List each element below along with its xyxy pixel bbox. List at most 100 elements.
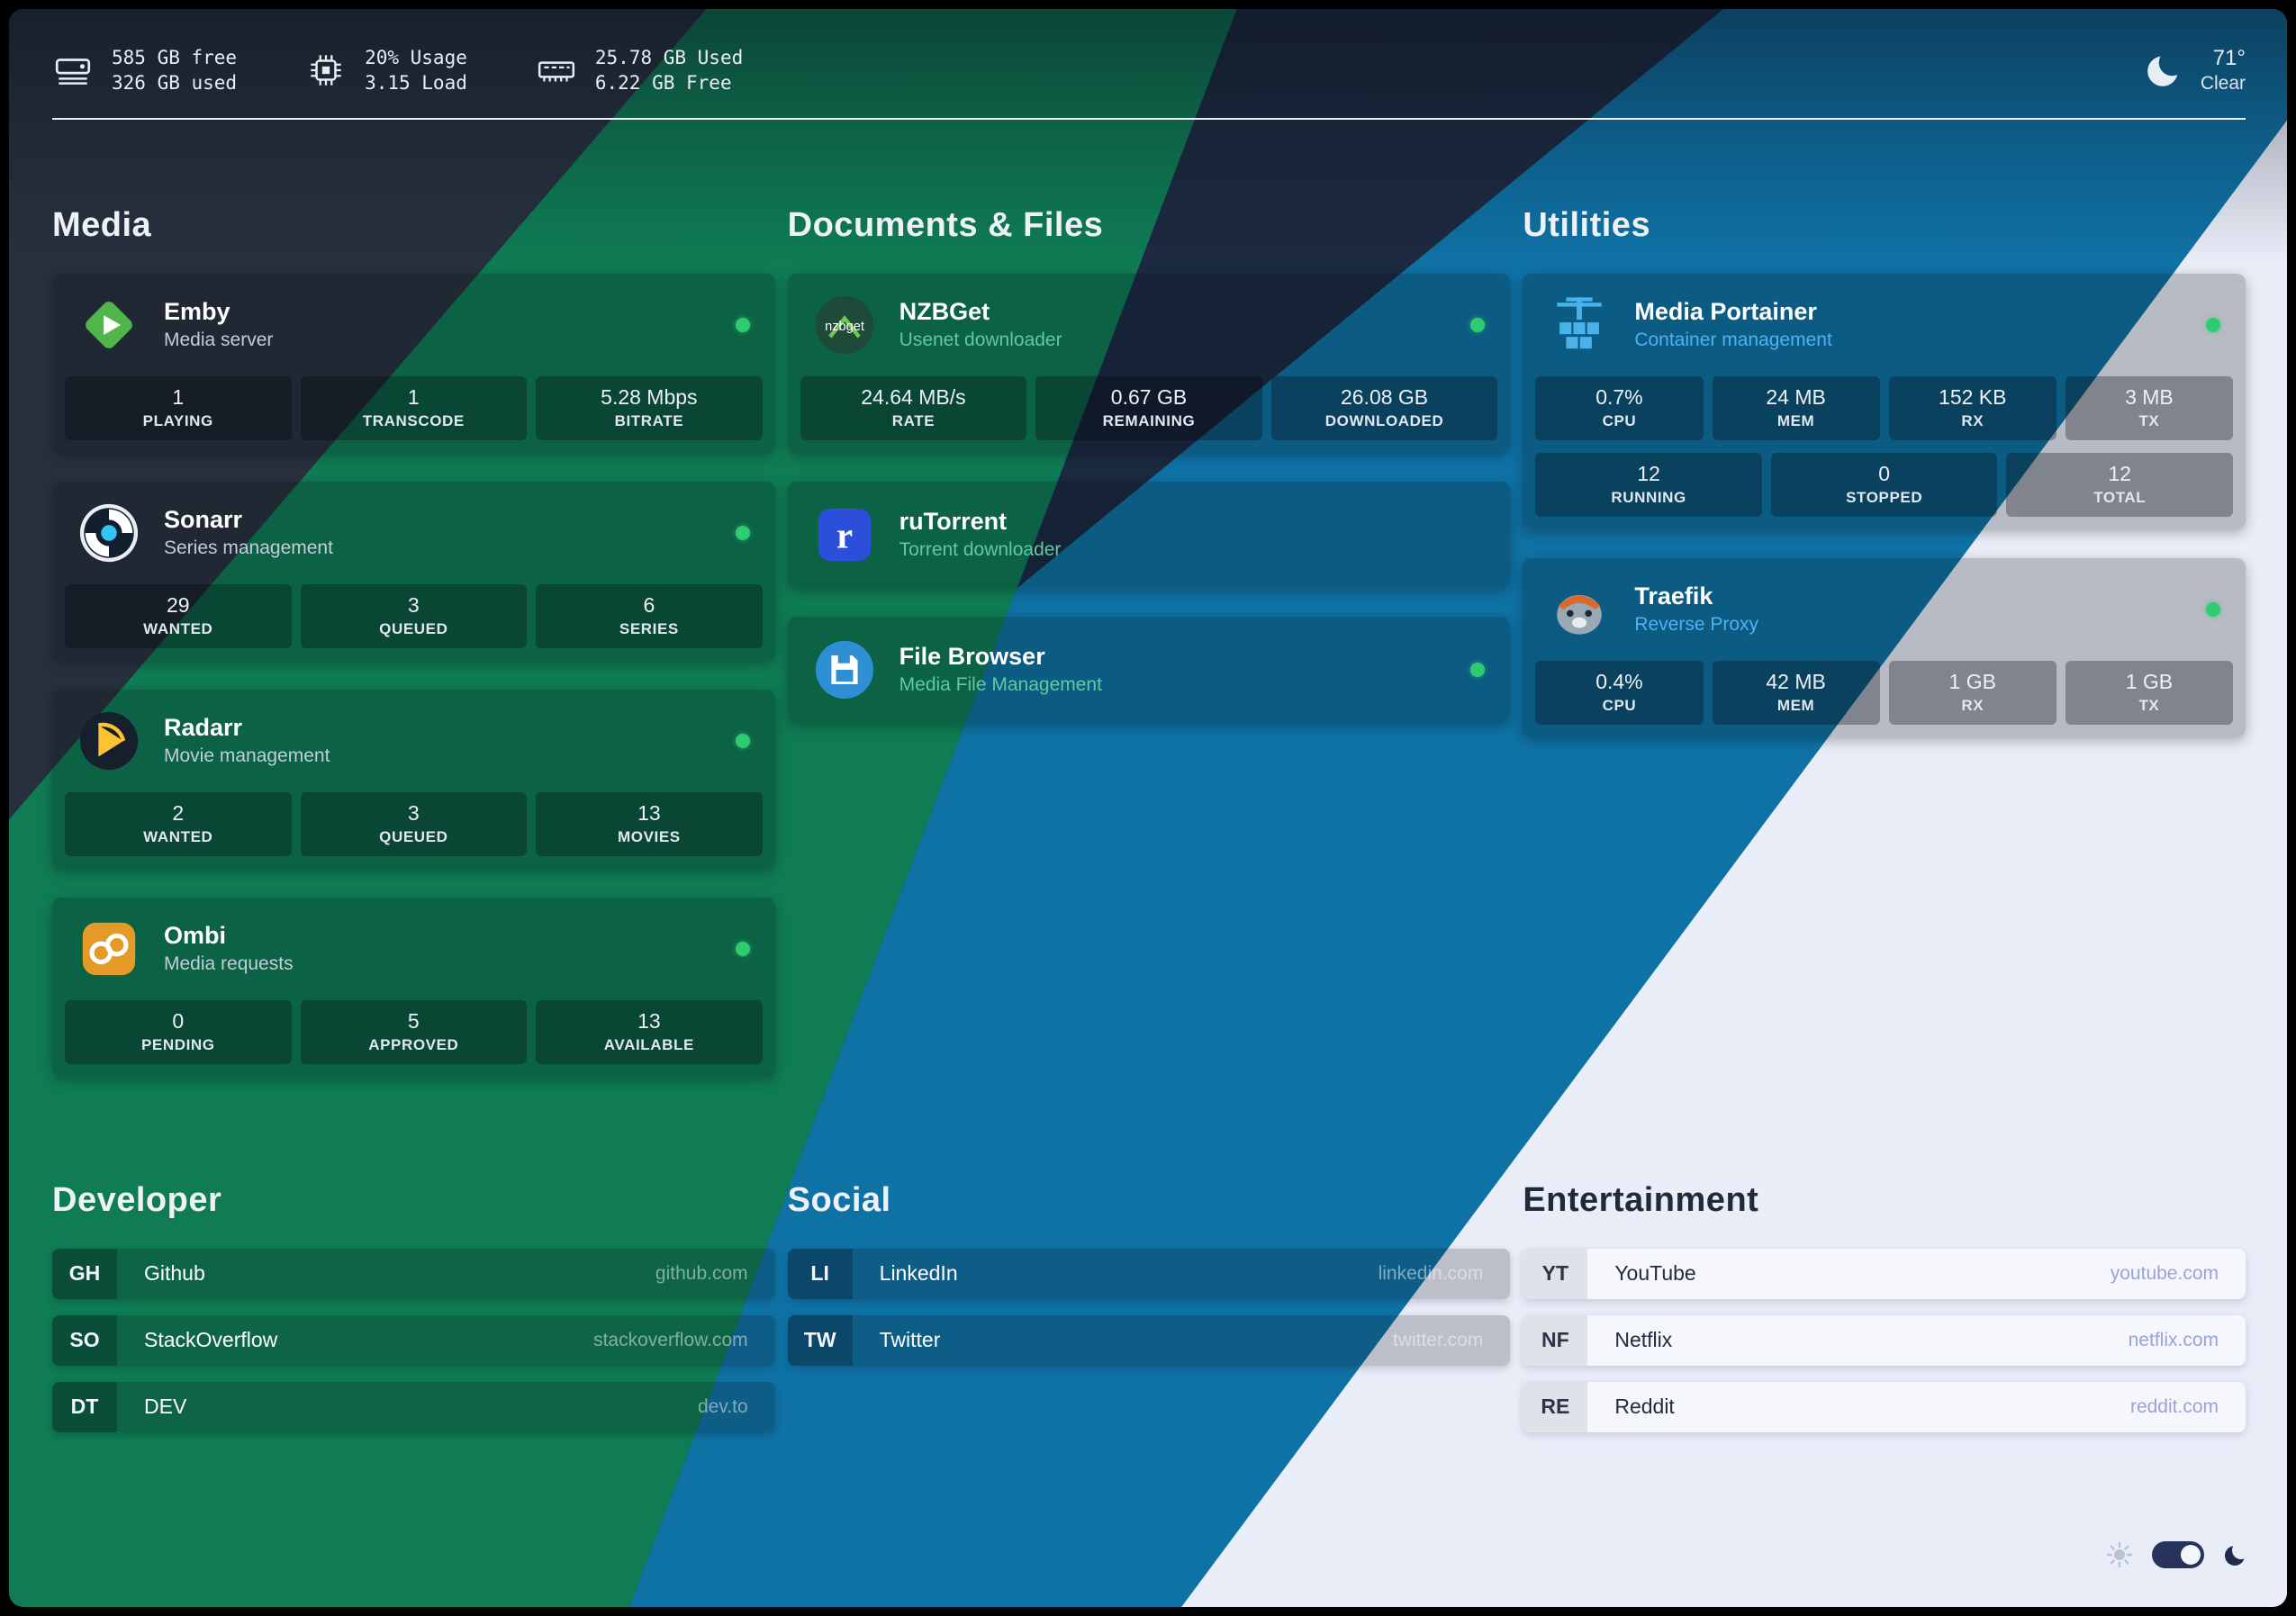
stat-cell: 13 AVAILABLE — [536, 999, 763, 1064]
topbar-divider — [52, 117, 2246, 120]
stat-cell: 3 QUEUED — [300, 791, 528, 856]
status-dot — [735, 317, 750, 332]
section-title-documents: Documents & Files — [787, 205, 1104, 244]
bookmark-github[interactable]: GH Github github.com — [52, 1248, 775, 1299]
app-card-nzbget[interactable]: nzbget NZBGet Usenet downloader 24.64 MB… — [787, 273, 1511, 453]
bookmark-tag: DT — [52, 1381, 117, 1432]
stat-cell: 0.7% CPU — [1535, 375, 1704, 440]
hdd-icon — [55, 59, 91, 86]
app-card-radarr[interactable]: Radarr Movie management 2 WANTED 3 QUEUED … — [52, 689, 775, 869]
weather-widget: 71° Clear — [2142, 46, 2246, 95]
sun-icon[interactable] — [2105, 1540, 2134, 1569]
bookmark-netflix[interactable]: NF Netflix netflix.com — [1523, 1314, 2246, 1366]
cpu-usage: 20% Usage — [365, 47, 467, 68]
bookmark-url: dev.to — [698, 1395, 748, 1417]
disk-used: 326 GB used — [112, 72, 238, 95]
theme-switch-knob — [2181, 1545, 2201, 1565]
system-status-bar: 585 GB free 326 GB used 20% Usage 3.15 L… — [52, 9, 2246, 96]
section-social: Social LI LinkedIn linkedin.com TW Twitt… — [787, 1181, 1511, 1449]
app-card-sonarr[interactable]: Sonarr Series management 29 WANTED 3 QUEUE… — [52, 481, 775, 661]
section-entertainment: Entertainment YT YouTube youtube.com NF … — [1523, 1181, 2246, 1449]
stat-cell: 12 TOTAL — [2006, 452, 2234, 517]
status-dot — [1470, 317, 1486, 332]
app-subtitle: Media requests — [164, 953, 294, 975]
stat-cell: 6 SERIES — [536, 583, 763, 648]
cpu-status: 20% Usage 3.15 Load — [305, 45, 467, 96]
stat-cell: 0.67 GB REMAINING — [1035, 375, 1262, 440]
app-card-ombi[interactable]: Ombi Media requests 0 PENDING 5 APPROVED 1… — [52, 897, 775, 1077]
bookmark-youtube[interactable]: YT YouTube youtube.com — [1523, 1248, 2246, 1299]
app-subtitle: Media server — [164, 330, 274, 351]
bookmark-reddit[interactable]: RE Reddit reddit.com — [1523, 1381, 2246, 1432]
bookmark-twitter[interactable]: TW Twitter twitter.com — [787, 1314, 1511, 1366]
section-title-media: Media — [52, 205, 152, 244]
cpu-icon — [311, 55, 341, 86]
bookmark-name: Twitter — [879, 1328, 941, 1352]
bookmark-url: youtube.com — [2110, 1262, 2219, 1284]
bookmark-url: netflix.com — [2128, 1329, 2219, 1350]
app-subtitle: Usenet downloader — [899, 330, 1062, 351]
theme-switch[interactable] — [2152, 1541, 2204, 1568]
memory-status: 25.78 GB Used 6.22 GB Free — [536, 45, 743, 96]
app-card-portainer[interactable]: Media Portainer Container management 0.7… — [1523, 273, 2246, 529]
app-subtitle: Media File Management — [899, 674, 1102, 696]
app-subtitle: Torrent downloader — [899, 539, 1062, 561]
dark-moon-icon[interactable] — [2222, 1541, 2249, 1568]
status-dot — [735, 941, 750, 956]
bookmark-name: DEV — [144, 1395, 187, 1419]
status-dot — [1470, 662, 1486, 677]
status-dot — [735, 733, 750, 748]
app-card-traefik[interactable]: Traefik Reverse Proxy 0.4% CPU 42 MB MEM 1… — [1523, 557, 2246, 737]
app-title: ruTorrent — [899, 508, 1008, 536]
bookmark-url: twitter.com — [1392, 1329, 1484, 1350]
dashboard: 585 GB free 326 GB used 20% Usage 3.15 L… — [9, 9, 2287, 1607]
ram-icon — [538, 61, 574, 82]
ombi-icon — [77, 917, 140, 980]
bookmark-name: Netflix — [1614, 1328, 1673, 1352]
stat-cell: 42 MB MEM — [1712, 660, 1880, 725]
app-title: File Browser — [899, 643, 1045, 671]
weather-temperature: 71° — [2212, 46, 2246, 71]
app-card-rutorrent[interactable]: r ruTorrent Torrent downloader — [787, 481, 1511, 588]
stat-cell: 0.4% CPU — [1535, 660, 1704, 725]
stat-cell: 0 STOPPED — [1770, 452, 1998, 517]
bookmark-linkedin[interactable]: LI LinkedIn linkedin.com — [787, 1248, 1511, 1299]
bookmark-dev[interactable]: DT DEV dev.to — [52, 1381, 775, 1432]
bookmark-name: Github — [144, 1261, 205, 1286]
bookmark-stackoverflow[interactable]: SO StackOverflow stackoverflow.com — [52, 1314, 775, 1366]
bookmark-name: LinkedIn — [879, 1261, 958, 1286]
app-card-filebrowser[interactable]: File Browser Media File Management — [787, 616, 1511, 723]
bookmark-url: reddit.com — [2129, 1395, 2219, 1417]
stat-cell: 3 MB TX — [2065, 375, 2234, 440]
app-title: Ombi — [164, 922, 227, 950]
app-card-emby[interactable]: Emby Media server 1 PLAYING 1 TRANSCODE 5.… — [52, 273, 775, 453]
moon-icon — [2142, 50, 2184, 92]
app-title: Traefik — [1634, 582, 1713, 610]
section-title-developer: Developer — [52, 1180, 222, 1219]
bookmark-name: YouTube — [1614, 1261, 1696, 1286]
bookmark-url: stackoverflow.com — [593, 1329, 748, 1350]
theme-toggle — [2105, 1540, 2249, 1569]
svg-text:nzbget: nzbget — [825, 320, 864, 334]
bookmark-name: Reddit — [1614, 1395, 1675, 1419]
app-title: Media Portainer — [1634, 298, 1817, 326]
rutorrent-icon: r — [813, 503, 876, 566]
weather-condition: Clear — [2200, 73, 2246, 95]
stat-cell: 5 APPROVED — [300, 999, 528, 1064]
filebrowser-icon — [813, 638, 876, 701]
bookmark-url: github.com — [655, 1262, 748, 1284]
portainer-icon — [1548, 293, 1611, 357]
section-utilities: Utilities Media Portainer Container mana… — [1523, 206, 2246, 1106]
status-dot — [735, 525, 750, 540]
ram-free: 6.22 GB Free — [594, 72, 732, 95]
section-developer: Developer GH Github github.com SO StackO… — [52, 1181, 775, 1449]
stat-cell: 24.64 MB/s RATE — [800, 375, 1027, 440]
app-subtitle: Container management — [1634, 330, 1832, 351]
stat-cell: 12 RUNNING — [1535, 452, 1762, 517]
app-title: NZBGet — [899, 298, 990, 326]
ram-used: 25.78 GB Used — [594, 47, 744, 68]
emby-icon — [77, 293, 140, 357]
svg-text:r: r — [836, 515, 853, 555]
section-title-utilities: Utilities — [1523, 205, 1651, 244]
bookmark-url: linkedin.com — [1378, 1262, 1484, 1284]
